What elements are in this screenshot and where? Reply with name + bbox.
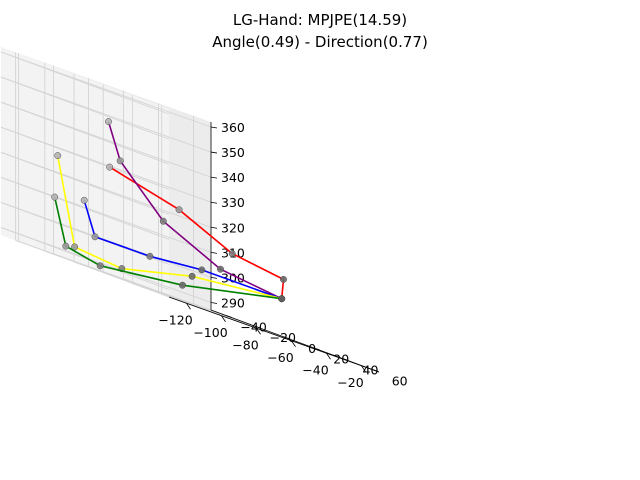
y-tick-label: 40 <box>363 363 379 378</box>
z-tick <box>210 226 218 229</box>
joint-point <box>280 275 287 283</box>
side-pane <box>1 47 169 297</box>
x-tick-label: −80 <box>232 337 258 352</box>
grid-line-z <box>0 101 212 178</box>
z-tick <box>210 251 218 254</box>
grid-line-z <box>0 151 212 228</box>
z-tick-label: 350 <box>221 145 245 160</box>
joint-point <box>51 193 59 201</box>
chart-title-line-2: Angle(0.49) - Direction(0.77) <box>212 33 428 51</box>
z-tick <box>210 126 218 129</box>
z-tick <box>210 302 218 304</box>
y-tick <box>254 325 261 329</box>
joint-point <box>188 272 196 280</box>
x-tick <box>256 328 261 335</box>
x-tick-label: −20 <box>337 375 363 390</box>
joint-point <box>175 206 183 214</box>
z-tick <box>210 176 218 179</box>
x-tick-label: −60 <box>267 350 293 365</box>
joint-point <box>179 281 186 289</box>
z-tick-label: 330 <box>221 195 245 210</box>
y-axis-line <box>210 309 380 373</box>
grid-line-z <box>0 76 212 153</box>
x-tick <box>326 353 331 360</box>
z-tick-label: 320 <box>221 220 245 235</box>
x-tick <box>291 340 296 347</box>
y-tick-label: 0 <box>308 341 316 356</box>
joint-point <box>278 295 286 303</box>
joint-point <box>217 265 224 273</box>
y-tick-label: 60 <box>392 373 408 388</box>
chart-title-line-1: LG-Hand: MPJPE(14.59) <box>232 11 408 29</box>
finger-series-5 <box>51 193 286 303</box>
z-tick-label: 360 <box>221 120 245 135</box>
y-tick-label: 20 <box>333 352 349 367</box>
joint-point <box>159 217 167 225</box>
joint-point <box>146 252 154 260</box>
y-tick <box>283 336 291 340</box>
data-series <box>51 118 287 303</box>
y-tick <box>225 315 232 318</box>
grid-line-z <box>0 227 212 303</box>
tick-marks <box>186 126 378 372</box>
finger-series-2 <box>105 118 286 303</box>
z-tick-label: 340 <box>221 170 245 185</box>
joint-point <box>105 118 112 126</box>
grid-line-z <box>0 51 212 128</box>
joint-point <box>91 233 99 241</box>
tick-labels: −120−100 −80 −60 −40 −20 −40 −20 0 20 40 60 290 300 3… <box>158 120 407 390</box>
z-tick <box>210 277 218 279</box>
z-tick-label: 290 <box>221 295 245 310</box>
grid-line-z <box>0 176 212 253</box>
joint-point <box>198 266 206 274</box>
joint-point <box>80 196 88 204</box>
joint-point <box>54 152 62 160</box>
z-tick <box>210 151 218 154</box>
z-tick-label: 300 <box>221 270 245 285</box>
x-tick <box>361 365 366 372</box>
y-tick <box>342 358 349 361</box>
grid-line-z <box>0 126 212 203</box>
x-tick <box>186 303 191 310</box>
joint-point <box>62 242 70 250</box>
x-tick-label: −100 <box>193 325 227 340</box>
x-tick <box>221 315 226 322</box>
x-tick-label: −40 <box>302 362 328 377</box>
joint-point <box>116 157 124 165</box>
joint-point <box>71 243 79 251</box>
z-tick <box>210 201 218 204</box>
y-tick <box>371 368 378 372</box>
y-tick-label: −20 <box>270 330 296 345</box>
joint-point <box>96 262 104 270</box>
joint-point <box>106 163 114 171</box>
joint-point <box>228 250 236 258</box>
y-tick <box>313 347 320 351</box>
x-tick-label: −120 <box>158 312 192 327</box>
y-tick-label: −40 <box>240 319 266 334</box>
axis-lines <box>168 122 380 373</box>
